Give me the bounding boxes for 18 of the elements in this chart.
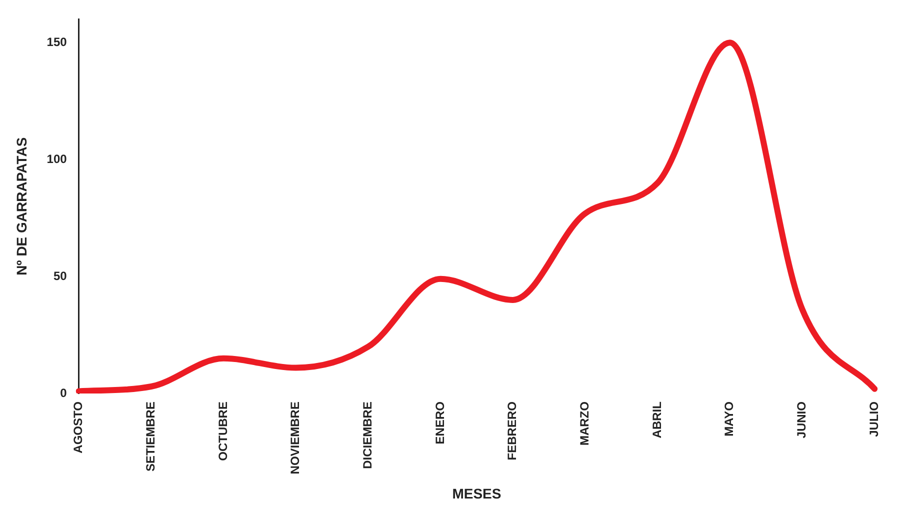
y-tick-label: 100: [46, 152, 68, 166]
x-tick-label: DICIEMBRE: [360, 402, 375, 469]
y-tick-label: 150: [46, 34, 68, 49]
x-tick-label: ENERO: [432, 402, 447, 444]
x-tick-label: JUNIO: [794, 402, 809, 438]
y-tick-label: 0: [60, 386, 68, 400]
y-axis-title: Nº DE GARRAPATAS: [13, 137, 30, 276]
y-tick-label: 50: [53, 268, 68, 283]
x-tick-label: NOVIEMBRE: [288, 402, 302, 474]
x-tick-label: SETIEMBRE: [143, 402, 158, 472]
x-tick-label: ABRIL: [650, 402, 664, 438]
x-tick-label: OCTUBRE: [216, 402, 230, 461]
x-tick-label: FEBRERO: [505, 402, 520, 460]
x-tick-label: MARZO: [578, 402, 592, 446]
x-axis-title: MESES: [452, 485, 502, 502]
x-tick-label: JULIO: [866, 402, 881, 437]
x-tick-label: AGOSTO: [71, 402, 86, 454]
x-tick-label: MAYO: [722, 402, 736, 436]
